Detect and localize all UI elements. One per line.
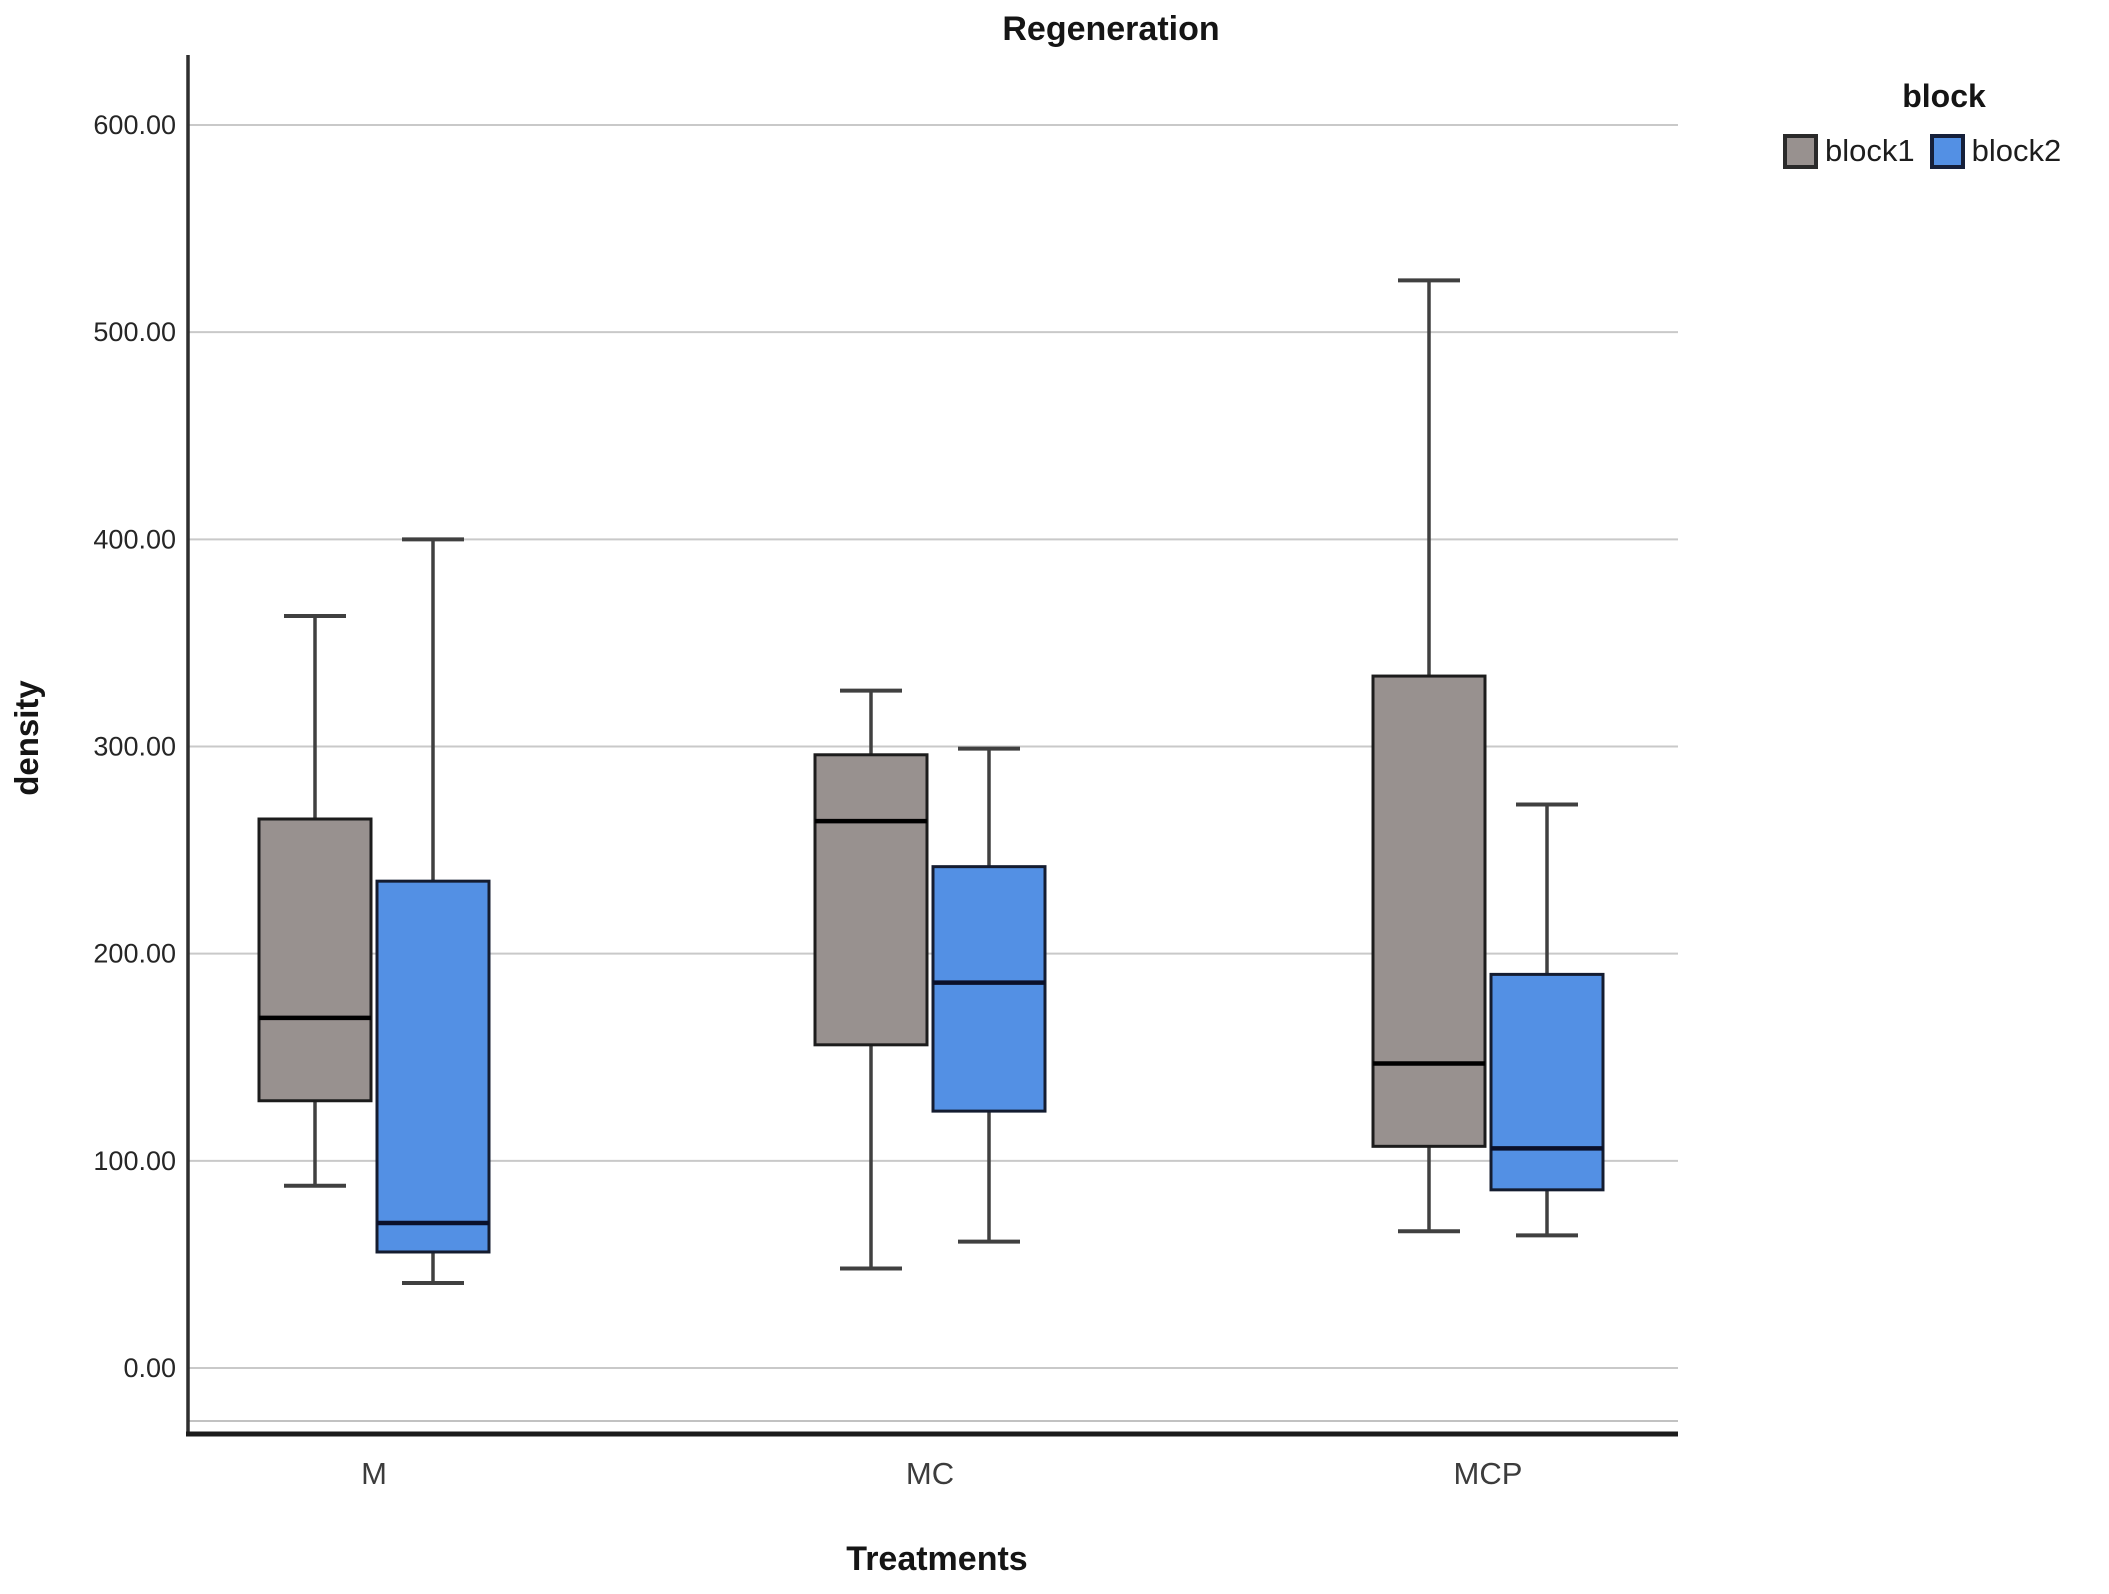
x-axis-title: Treatments (846, 1540, 1028, 1578)
category-label-MC: MC (906, 1456, 954, 1491)
legend-swatch-block2 (1929, 133, 1965, 169)
y-tick-label-0: 0.00 (123, 1353, 176, 1383)
legend-label-block1: block1 (1825, 133, 1915, 168)
box-block2-M (375, 879, 491, 1254)
legend-swatch-block1 (1783, 133, 1818, 169)
category-label-M: M (361, 1456, 387, 1491)
y-tick-label-400: 400.00 (93, 524, 176, 554)
chart-title: Regeneration (1002, 10, 1220, 48)
box-block1-MC (813, 753, 929, 1047)
category-label-MCP: MCP (1454, 1456, 1523, 1491)
y-tick-label-500: 500.00 (93, 317, 176, 347)
legend-items: block1 block2 (1783, 133, 2105, 169)
box-block1-MCP (1371, 674, 1487, 1148)
legend-item-block1: block1 (1783, 133, 1915, 169)
y-tick-label-300: 300.00 (93, 732, 176, 762)
box-block2-MC (931, 865, 1047, 1113)
legend-item-block2: block2 (1929, 133, 2062, 169)
y-tick-label-200: 200.00 (93, 939, 176, 969)
y-tick-label-100: 100.00 (93, 1146, 176, 1176)
box-block2-MCP (1489, 972, 1605, 1192)
legend-label-block2: block2 (1971, 133, 2062, 168)
legend-title: block (1902, 78, 1986, 114)
legend: block block1 block2 (1783, 78, 2105, 169)
y-tick-label-600: 600.00 (93, 110, 176, 140)
box-block1-M (257, 817, 373, 1103)
